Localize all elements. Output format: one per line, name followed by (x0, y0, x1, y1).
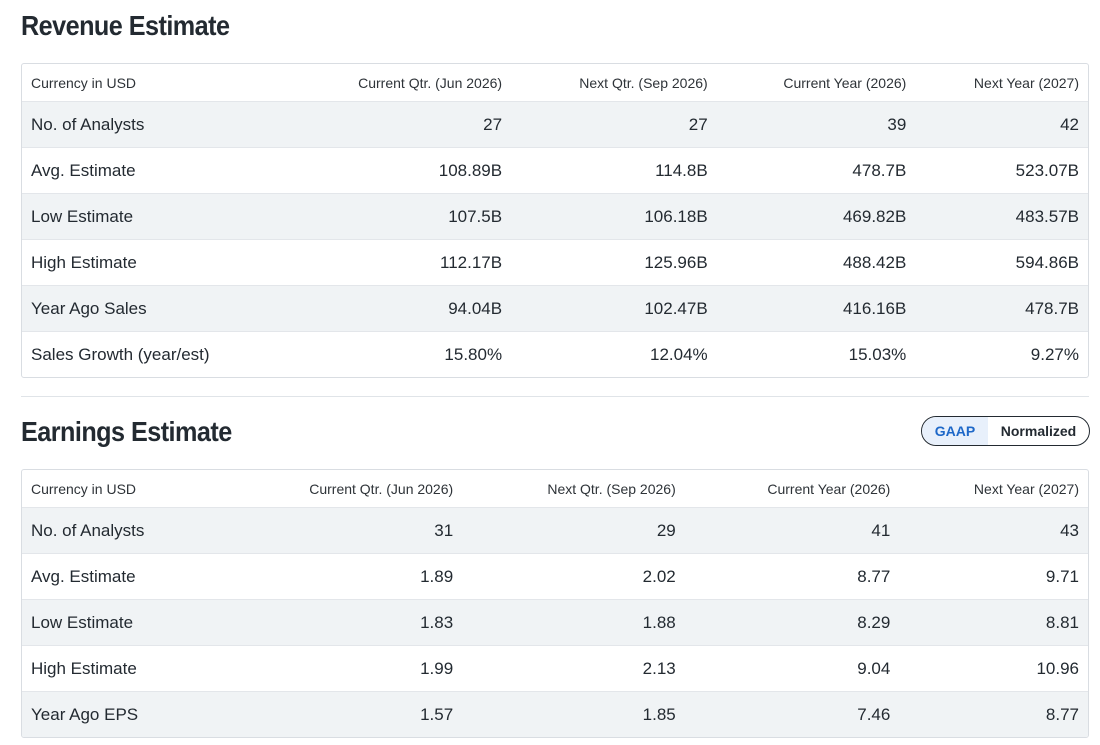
table-cell: 8.29 (857, 612, 891, 632)
table-cell: 1.83 (420, 612, 454, 632)
column-header: Current Qtr. (Jun 2026) (309, 480, 454, 497)
table-cell: 15.80% (444, 344, 503, 364)
table-cell: 8.77 (1045, 704, 1079, 724)
table-cell: 469.82B (842, 206, 907, 226)
earnings-estimate-table: Currency in USD Current Qtr. (Jun 2026) … (21, 469, 1089, 738)
table-cell: 106.18B (644, 206, 708, 226)
table-row: No. of Analysts 27 27 39 42 (22, 101, 1088, 147)
column-header: Next Qtr. (Sep 2026) (579, 74, 708, 91)
table-cell: 29 (656, 520, 676, 540)
table-cell: 478.7B (1025, 298, 1079, 318)
table-cell: 39 (887, 114, 907, 134)
table-cell: 2.02 (642, 566, 676, 586)
column-header: Current Year (2026) (783, 74, 907, 91)
table-cell: 41 (871, 520, 891, 540)
table-cell: 8.77 (857, 566, 891, 586)
table-cell: 416.16B (842, 298, 907, 318)
table-cell: 8.81 (1045, 612, 1079, 632)
revenue-estimate-table: Currency in USD Current Qtr. (Jun 2026) … (21, 63, 1089, 378)
table-row: High Estimate 112.17B 125.96B 488.42B 59… (22, 239, 1088, 285)
table-cell: 125.96B (644, 252, 708, 272)
row-label: Sales Growth (year/est) (31, 344, 210, 364)
row-label: No. of Analysts (31, 520, 145, 540)
table-row: No. of Analysts 31 29 41 43 (22, 507, 1088, 553)
row-label: Avg. Estimate (31, 566, 136, 586)
table-cell: 478.7B (852, 160, 907, 180)
table-cell: 1.99 (420, 658, 454, 678)
row-label: Low Estimate (31, 612, 134, 632)
table-cell: 94.04B (448, 298, 503, 318)
column-header: Next Year (2027) (973, 480, 1079, 497)
earnings-estimate-title: Earnings Estimate (21, 416, 232, 447)
section-divider (21, 396, 1089, 397)
table-cell: 102.47B (644, 298, 708, 318)
column-header: Next Qtr. (Sep 2026) (547, 480, 676, 497)
row-label: High Estimate (31, 252, 137, 272)
table-row: Low Estimate 1.83 1.88 8.29 8.81 (22, 599, 1088, 645)
table-row: Year Ago Sales 94.04B 102.47B 416.16B 47… (22, 285, 1088, 331)
row-label: Avg. Estimate (31, 160, 136, 180)
table-cell: 107.5B (448, 206, 503, 226)
table-cell: 488.42B (842, 252, 907, 272)
table-cell: 1.89 (420, 566, 454, 586)
table-row: Low Estimate 107.5B 106.18B 469.82B 483.… (22, 193, 1088, 239)
table-cell: 2.13 (642, 658, 676, 678)
table-cell: 7.46 (857, 704, 891, 724)
column-header: Current Year (2026) (767, 480, 891, 497)
table-cell: 15.03% (848, 344, 907, 364)
table-cell: 9.04 (857, 658, 891, 678)
table-cell: 27 (483, 114, 503, 134)
normalized-toggle-option[interactable]: Normalized (1000, 423, 1077, 439)
gaap-toggle-option[interactable]: GAAP (922, 417, 988, 445)
table-row: High Estimate 1.99 2.13 9.04 10.96 (22, 645, 1088, 691)
table-cell: 523.07B (1015, 160, 1079, 180)
row-label: High Estimate (31, 658, 137, 678)
table-cell: 12.04% (650, 344, 708, 364)
table-cell: 43 (1060, 520, 1079, 540)
table-cell: 31 (434, 520, 454, 540)
table-cell: 483.57B (1015, 206, 1079, 226)
table-row: Avg. Estimate 108.89B 114.8B 478.7B 523.… (22, 147, 1088, 193)
table-cell: 9.27% (1030, 344, 1079, 364)
currency-header: Currency in USD (31, 480, 137, 497)
table-cell: 42 (1060, 114, 1079, 134)
row-label: Year Ago EPS (31, 704, 139, 724)
table-cell: 594.86B (1015, 252, 1079, 272)
table-row: Year Ago EPS 1.57 1.85 7.46 8.77 (22, 691, 1088, 737)
table-row: Sales Growth (year/est) 15.80% 12.04% 15… (22, 331, 1088, 377)
table-header-row: Currency in USD Current Qtr. (Jun 2026) … (22, 64, 1088, 101)
row-label: Low Estimate (31, 206, 134, 226)
table-cell: 9.71 (1045, 566, 1079, 586)
table-cell: 114.8B (655, 160, 708, 180)
table-cell: 1.57 (420, 704, 454, 724)
gaap-normalized-toggle[interactable]: GAAP Normalized (921, 416, 1090, 446)
table-cell: 112.17B (440, 252, 503, 272)
row-label: Year Ago Sales (31, 298, 147, 318)
row-label: No. of Analysts (31, 114, 145, 134)
column-header: Current Qtr. (Jun 2026) (358, 74, 503, 91)
table-cell: 27 (688, 114, 708, 134)
table-cell: 1.88 (642, 612, 676, 632)
table-cell: 108.89B (438, 160, 503, 180)
revenue-estimate-title: Revenue Estimate (21, 10, 230, 41)
column-header: Next Year (2027) (973, 74, 1079, 91)
table-cell: 10.96 (1036, 658, 1079, 678)
currency-header: Currency in USD (31, 74, 137, 91)
table-cell: 1.85 (642, 704, 676, 724)
table-row: Avg. Estimate 1.89 2.02 8.77 9.71 (22, 553, 1088, 599)
table-header-row: Currency in USD Current Qtr. (Jun 2026) … (22, 470, 1088, 507)
